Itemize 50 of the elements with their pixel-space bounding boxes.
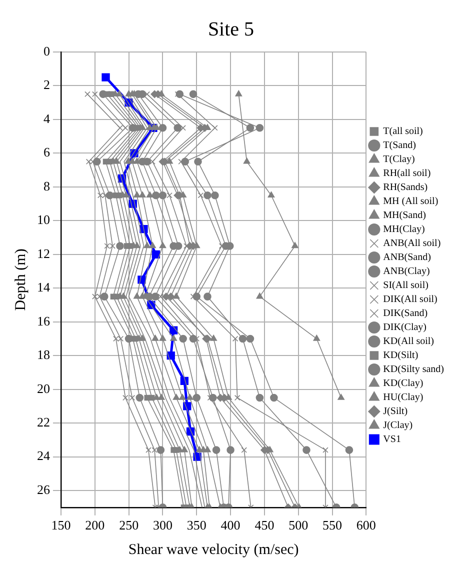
legend-label: RH(Sands) [383,182,428,194]
y-tick-label: 14 [37,280,50,295]
legend-label: MH(Clay) [383,224,425,236]
x-tick-label: 200 [85,518,105,533]
x-tick-label: 150 [51,518,71,533]
y-tick-label: 12 [37,246,50,261]
x-tick-label: 450 [254,518,274,533]
legend-label: DIK(All soil) [383,294,438,306]
x-tick-label: 500 [288,518,308,533]
legend-label: ANB(Sand) [383,252,431,264]
x-tick-label: 600 [356,518,376,533]
legend-label: KD(Clay) [383,378,424,390]
legend-label: KD(Silt) [383,350,418,362]
legend-label: RH(all soil) [383,168,431,180]
y-tick-label: 18 [37,347,50,362]
legend-label: HU(Clay) [383,392,424,404]
y-tick-label: 0 [44,43,50,58]
chart-title: Site 5 [208,18,254,40]
legend-label: KD(Silty sand) [383,364,444,376]
y-axis-title: Depth (m) [12,248,29,311]
legend-label: KD(All soil) [383,336,434,348]
x-tick-label: 550 [322,518,342,533]
legend-label: DIK(Sand) [383,308,428,320]
y-tick-label: 8 [44,178,50,194]
legend-label: DIK(Clay) [383,322,426,334]
x-tick-label: 250 [119,518,139,533]
legend-label: ANB(Clay) [383,266,430,278]
legend-label: VS1 [383,434,401,446]
legend-label: MH (All soil) [383,196,438,208]
legend-label: J(Clay) [383,420,413,432]
legend-label: ANB(All soil) [383,238,441,250]
x-tick-label: 300 [152,518,172,533]
legend-label: T(Sand) [383,140,416,152]
legend-label: T(Clay) [383,154,415,166]
y-tick-label: 22 [37,414,50,430]
y-tick-label: 4 [44,110,50,126]
legend-label: J(Silt) [383,406,408,418]
y-tick-label: 20 [37,380,50,396]
y-tick-label: 16 [37,313,50,328]
y-tick-label: 10 [37,212,50,228]
x-axis-title: Shear wave velocity (m/sec) [128,542,299,558]
x-tick-label: 400 [220,518,240,533]
legend-label: MH(Sand) [383,210,426,222]
y-tick-label: 26 [37,482,50,497]
x-tick-label: 350 [186,518,206,533]
y-tick-label: 6 [44,144,50,160]
legend-label: T(all soil) [383,126,423,138]
y-tick-label: 24 [37,448,50,464]
legend-label: SI(All soil) [383,280,428,292]
y-tick-label: 2 [44,77,50,92]
